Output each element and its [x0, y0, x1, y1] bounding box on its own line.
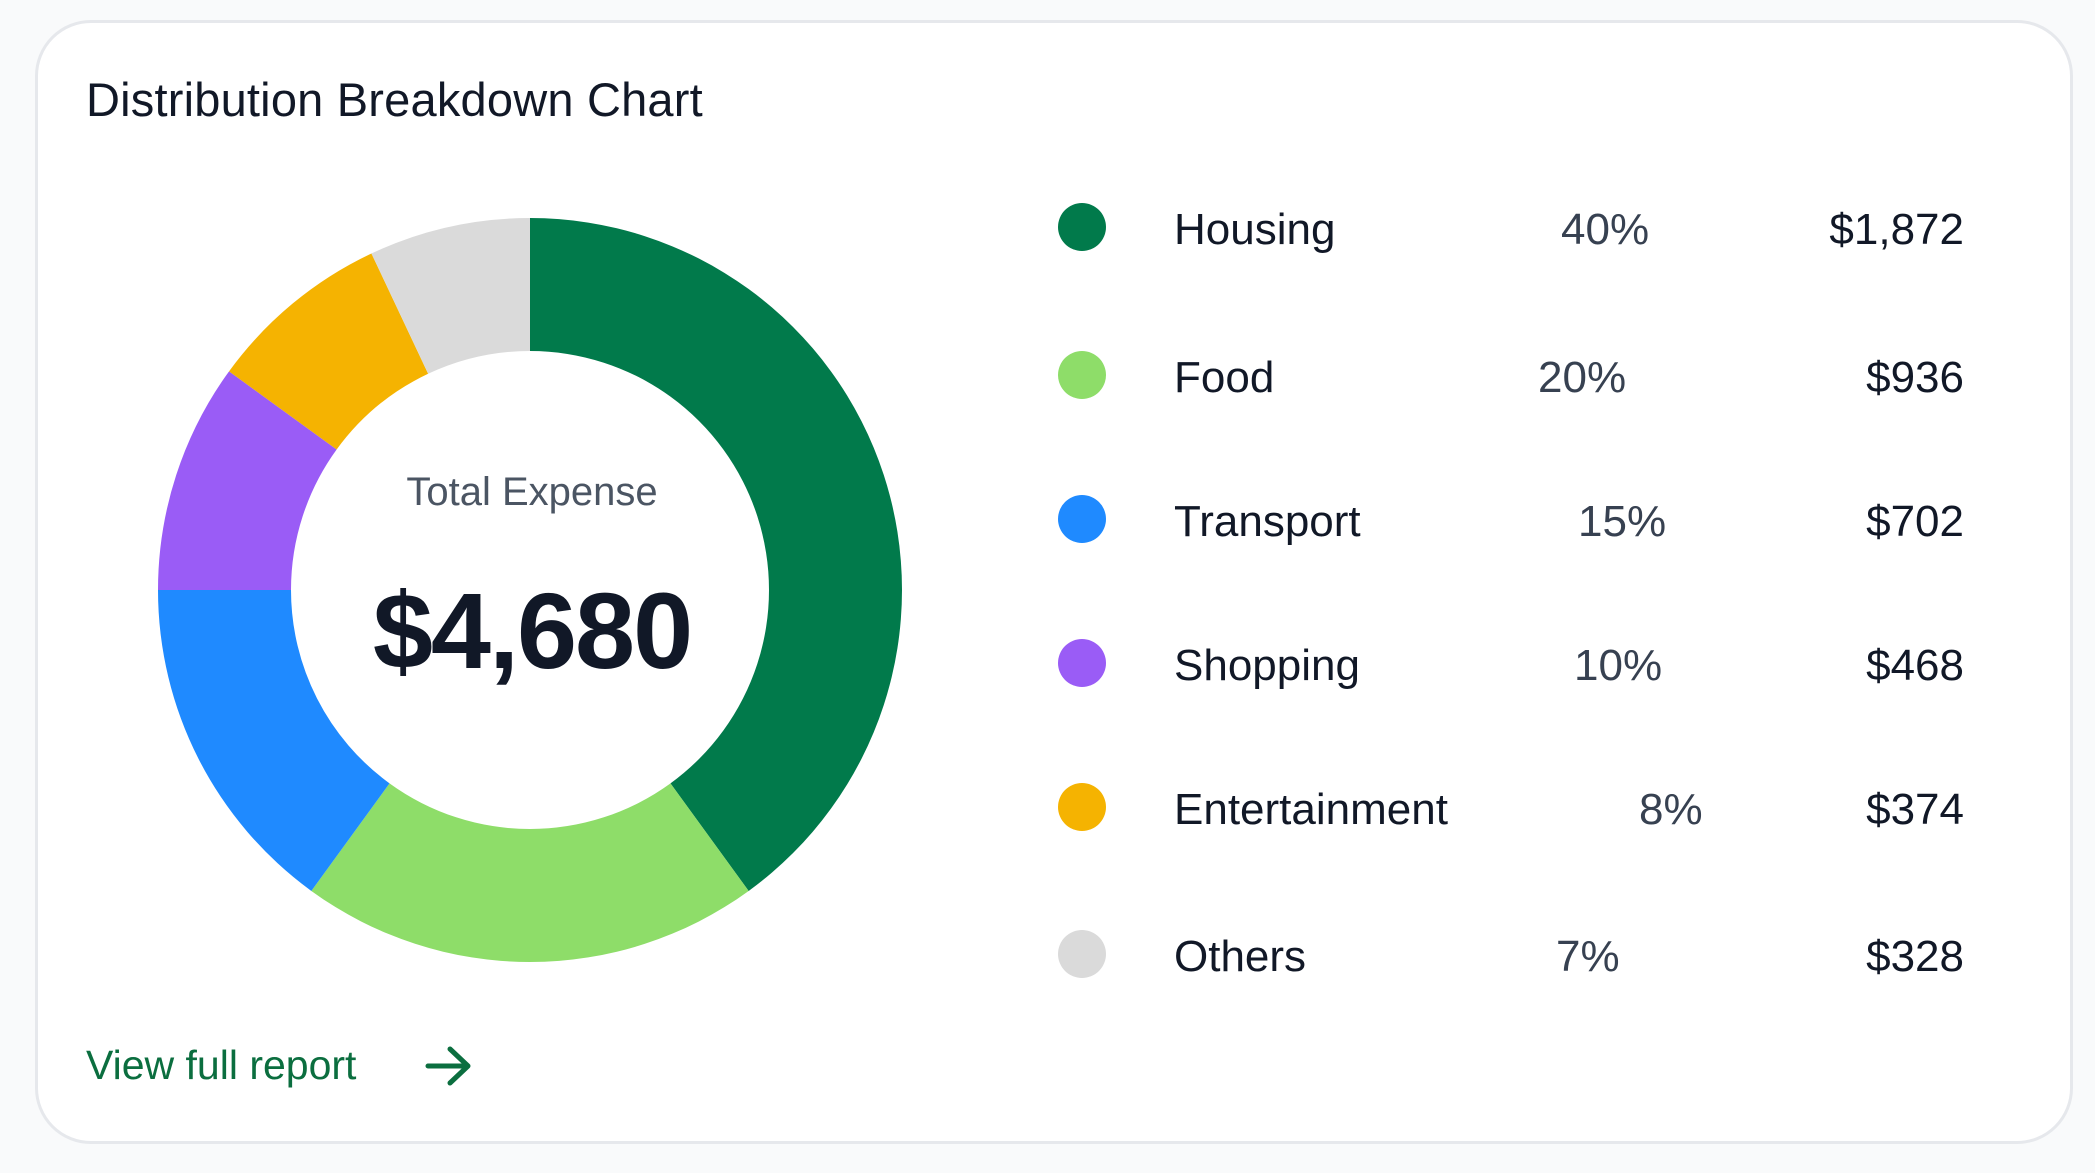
- legend-item-entertainment[interactable]: Entertainment 8% $374: [1058, 767, 1978, 847]
- legend-swatch-entertainment: [1058, 783, 1106, 831]
- donut-chart: [158, 218, 903, 963]
- card-title: Distribution Breakdown Chart: [86, 73, 703, 126]
- donut-slice-housing[interactable]: [530, 218, 903, 891]
- total-expense-label: Total Expense: [406, 470, 658, 514]
- legend-label: Food: [1174, 353, 1275, 402]
- legend-label: Housing: [1174, 205, 1336, 254]
- legend-item-transport[interactable]: Transport 15% $702: [1058, 479, 1978, 559]
- legend-swatch-others: [1058, 930, 1106, 978]
- legend-label: Shopping: [1174, 641, 1360, 690]
- donut-slice-transport[interactable]: [158, 590, 390, 891]
- arrow-right-icon[interactable]: [424, 1044, 476, 1088]
- donut-slice-food[interactable]: [311, 783, 749, 963]
- legend-amount: $374: [1866, 785, 1964, 834]
- legend-amount: $328: [1866, 932, 1964, 981]
- legend-amount: $468: [1866, 641, 1964, 690]
- legend-amount: $1,872: [1829, 205, 1964, 254]
- legend-percent: 10%: [1574, 641, 1663, 690]
- legend-item-food[interactable]: Food 20% $936: [1058, 335, 1978, 415]
- donut-slice-others[interactable]: [371, 218, 530, 374]
- legend-percent: 40%: [1561, 205, 1650, 254]
- legend-item-others[interactable]: Others 7% $328: [1058, 914, 1978, 994]
- legend-label: Others: [1174, 932, 1307, 981]
- legend-item-housing[interactable]: Housing 40% $1,872: [1058, 187, 1978, 267]
- legend-percent: 15%: [1578, 497, 1667, 546]
- legend-percent: 20%: [1538, 353, 1627, 402]
- legend-label: Transport: [1174, 497, 1361, 546]
- view-full-report-link[interactable]: View full report: [86, 1042, 357, 1088]
- total-expense-value: $4,680: [372, 570, 693, 691]
- donut-slice-entertainment[interactable]: [229, 253, 429, 450]
- legend-label: Entertainment: [1174, 785, 1448, 834]
- legend-swatch-food: [1058, 351, 1106, 399]
- legend-percent: 8%: [1639, 785, 1703, 834]
- legend-amount: $702: [1866, 497, 1964, 546]
- legend-item-shopping[interactable]: Shopping 10% $468: [1058, 623, 1978, 703]
- donut-slice-shopping[interactable]: [158, 371, 337, 590]
- legend-amount: $936: [1866, 353, 1964, 402]
- legend-swatch-transport: [1058, 495, 1106, 543]
- legend-swatch-shopping: [1058, 639, 1106, 687]
- legend-swatch-housing: [1058, 203, 1106, 251]
- legend-percent: 7%: [1556, 932, 1620, 981]
- expense-card: [35, 20, 2073, 1144]
